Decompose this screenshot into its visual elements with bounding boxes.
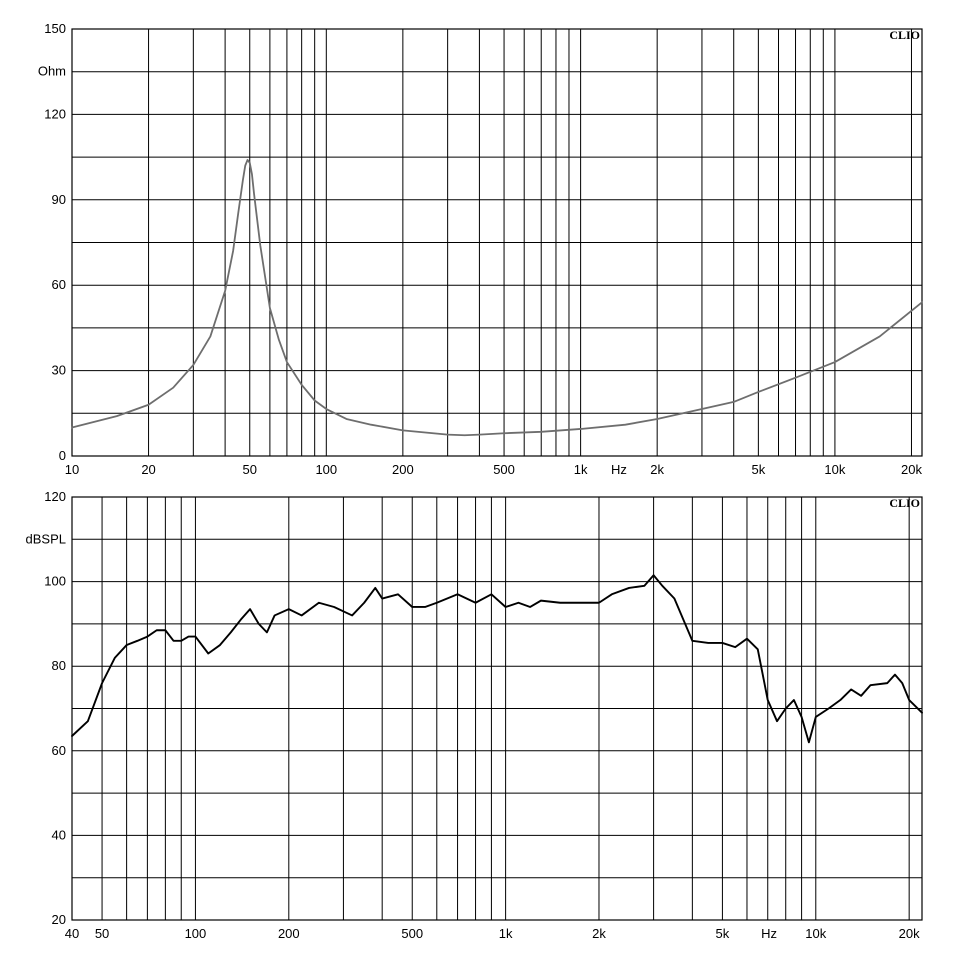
y-tick-label: 60 xyxy=(52,743,66,758)
y-tick-label: 20 xyxy=(52,912,66,927)
x-tick-label: 200 xyxy=(278,926,300,941)
y-tick-label: 0 xyxy=(59,448,66,463)
y-unit-label: dBSPL xyxy=(26,531,66,546)
x-tick-label: 500 xyxy=(401,926,423,941)
x-tick-label: 20 xyxy=(141,462,155,477)
horizontal-gridlines xyxy=(72,71,922,414)
x-tick-label: 10k xyxy=(824,462,845,477)
plot-frame xyxy=(71,496,923,921)
x-unit-label: Hz xyxy=(761,926,777,941)
plot-frame xyxy=(71,28,923,457)
y-tick-label: 80 xyxy=(52,658,66,673)
x-tick-label: 1k xyxy=(499,926,513,941)
clio-brand-label: CLIO xyxy=(889,28,920,42)
y-tick-label: 60 xyxy=(52,277,66,292)
x-tick-label: 500 xyxy=(493,462,515,477)
x-tick-label: 40 xyxy=(65,926,79,941)
x-tick-label: 10 xyxy=(65,462,79,477)
x-tick-label: 50 xyxy=(95,926,109,941)
y-unit-label: Ohm xyxy=(38,64,66,79)
y-tick-label: 90 xyxy=(52,192,66,207)
y-tick-label: 120 xyxy=(44,106,66,121)
horizontal-gridlines xyxy=(72,538,922,879)
x-tick-label: 5k xyxy=(751,462,765,477)
y-tick-label: 40 xyxy=(52,827,66,842)
y-tick-label: 150 xyxy=(44,21,66,36)
clio-brand-label: CLIO xyxy=(889,496,920,510)
y-tick-label: 100 xyxy=(44,574,66,589)
x-tick-label: 100 xyxy=(185,926,207,941)
x-tick-label: 20k xyxy=(901,462,922,477)
x-tick-label: 2k xyxy=(650,462,664,477)
x-tick-label: 20k xyxy=(899,926,920,941)
x-unit-label: Hz xyxy=(611,462,627,477)
y-tick-label: 120 xyxy=(44,489,66,504)
x-tick-label: 200 xyxy=(392,462,414,477)
x-tick-label: 1k xyxy=(574,462,588,477)
impedance-chart: 0 30 60 90 120 150 Ohm 10 20 50 100 200 500 1k 2k 5k 10k… xyxy=(38,21,923,477)
spl-response-curve xyxy=(71,574,923,744)
impedance-curve xyxy=(71,159,923,437)
x-tick-label: 100 xyxy=(315,462,337,477)
x-tick-label: 50 xyxy=(243,462,257,477)
x-tick-label: 5k xyxy=(716,926,730,941)
y-tick-label: 30 xyxy=(52,363,66,378)
x-tick-label: 2k xyxy=(592,926,606,941)
x-tick-label: 10k xyxy=(805,926,826,941)
